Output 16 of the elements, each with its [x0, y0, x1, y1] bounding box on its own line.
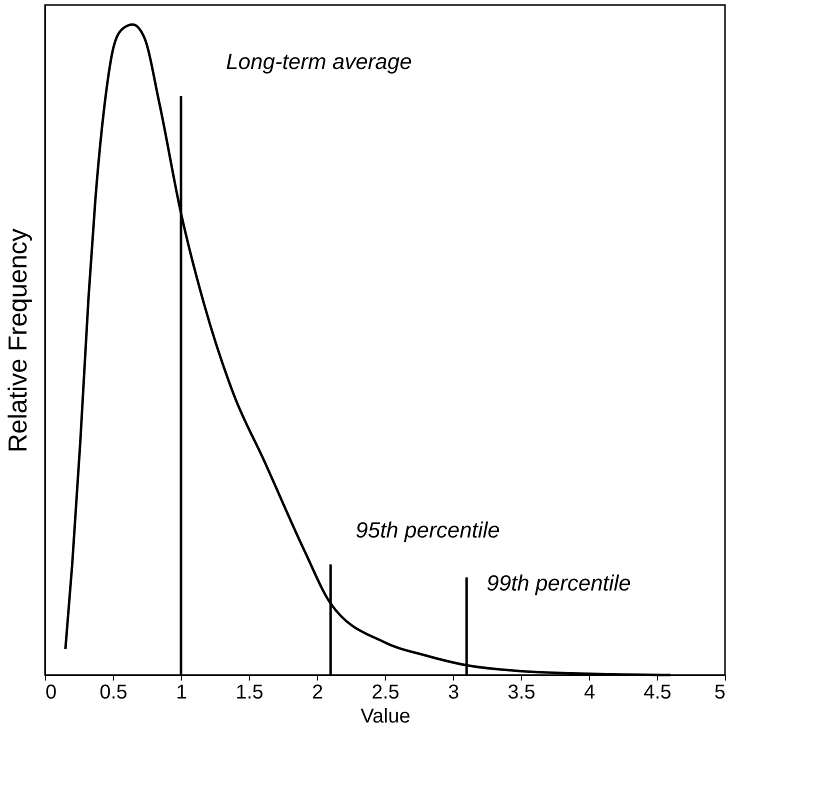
x-tick-label: 3 — [448, 682, 460, 704]
x-tick-label: 5 — [714, 682, 726, 704]
annotation: 99th percentile — [486, 570, 631, 596]
x-axis-title: Value — [360, 706, 410, 728]
x-tick-label: 0.5 — [100, 682, 128, 704]
x-tick-label: 1 — [176, 682, 188, 704]
x-tick-label: 2.5 — [372, 682, 400, 704]
x-tick-label: 0 — [46, 682, 57, 704]
x-tick-label: 3.5 — [508, 682, 536, 704]
x-tick-label: 2 — [312, 682, 324, 704]
x-tick-label: 1.5 — [236, 682, 264, 704]
x-tick-label: 4 — [584, 682, 596, 704]
annotation: Long-term average — [226, 49, 412, 74]
annotation: 95th percentile — [356, 517, 500, 542]
y-axis-title: Relative Frequency — [2, 228, 32, 452]
x-tick-label: 4.5 — [644, 682, 672, 704]
